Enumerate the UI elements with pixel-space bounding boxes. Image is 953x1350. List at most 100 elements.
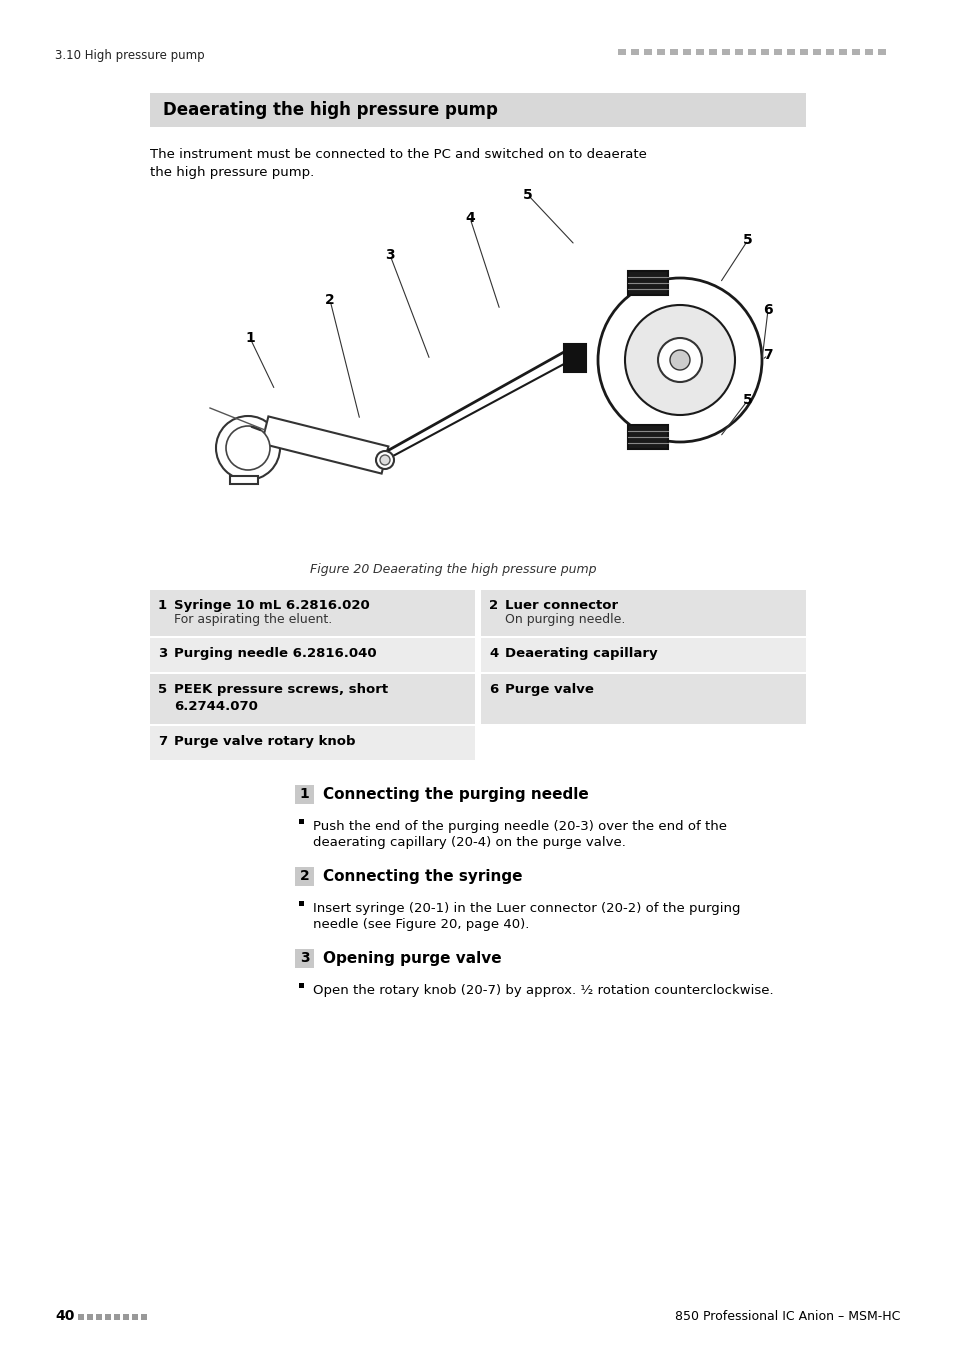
Text: Connecting the syringe: Connecting the syringe xyxy=(323,869,522,884)
Bar xyxy=(294,784,314,805)
Bar xyxy=(87,1314,92,1320)
Bar xyxy=(747,49,755,55)
Bar xyxy=(78,1314,84,1320)
Text: 2: 2 xyxy=(489,599,497,612)
Text: 3: 3 xyxy=(385,248,395,262)
Text: 5: 5 xyxy=(522,188,533,202)
Text: 850 Professional IC Anion – MSM-HC: 850 Professional IC Anion – MSM-HC xyxy=(674,1310,899,1323)
Text: Figure 20: Figure 20 xyxy=(310,563,369,576)
Text: needle (see Figure 20, page 40).: needle (see Figure 20, page 40). xyxy=(313,918,529,932)
Bar xyxy=(150,639,475,672)
Text: 5: 5 xyxy=(158,683,167,697)
Bar xyxy=(696,49,703,55)
Text: 4: 4 xyxy=(465,211,475,225)
Bar xyxy=(838,49,846,55)
Text: Purge valve rotary knob: Purge valve rotary knob xyxy=(173,734,355,748)
Circle shape xyxy=(215,416,280,481)
Text: Deaerating the high pressure pump: Deaerating the high pressure pump xyxy=(356,563,596,576)
Text: 40: 40 xyxy=(55,1310,74,1323)
Text: 3: 3 xyxy=(158,647,167,660)
Bar xyxy=(721,49,729,55)
Bar xyxy=(825,49,833,55)
Circle shape xyxy=(379,455,390,464)
Text: 6: 6 xyxy=(762,302,772,317)
Text: Open the rotary knob (20-7) by approx. ½ rotation counterclockwise.: Open the rotary knob (20-7) by approx. ½… xyxy=(313,984,773,998)
Bar xyxy=(298,983,304,988)
Bar xyxy=(294,867,314,886)
Text: 7: 7 xyxy=(158,734,167,748)
Text: The instrument must be connected to the PC and switched on to deaerate: The instrument must be connected to the … xyxy=(150,148,646,161)
Circle shape xyxy=(375,451,394,468)
Text: Connecting the purging needle: Connecting the purging needle xyxy=(323,787,588,802)
Circle shape xyxy=(598,278,761,441)
Text: 4: 4 xyxy=(489,647,497,660)
Bar xyxy=(627,271,667,296)
Bar xyxy=(105,1314,111,1320)
Text: 5: 5 xyxy=(742,393,752,406)
Bar xyxy=(708,49,717,55)
Bar xyxy=(298,900,304,906)
Bar xyxy=(480,590,805,636)
Bar xyxy=(141,1314,147,1320)
Bar xyxy=(123,1314,129,1320)
Bar xyxy=(618,49,625,55)
Text: 2: 2 xyxy=(325,293,335,306)
Bar xyxy=(630,49,639,55)
Text: Deaerating the high pressure pump: Deaerating the high pressure pump xyxy=(163,101,497,119)
Bar xyxy=(480,674,805,724)
Text: the high pressure pump.: the high pressure pump. xyxy=(150,166,314,180)
Text: 1: 1 xyxy=(158,599,167,612)
Bar xyxy=(563,344,585,373)
Text: PEEK pressure screws, short
6.2744.070: PEEK pressure screws, short 6.2744.070 xyxy=(173,683,388,713)
Bar xyxy=(669,49,678,55)
Text: 6: 6 xyxy=(489,683,497,697)
Text: Purge valve: Purge valve xyxy=(504,683,594,697)
Bar xyxy=(150,726,475,760)
Polygon shape xyxy=(261,416,388,474)
Bar xyxy=(851,49,859,55)
Text: deaerating capillary (20-4) on the purge valve.: deaerating capillary (20-4) on the purge… xyxy=(313,836,625,849)
Bar xyxy=(643,49,651,55)
Bar xyxy=(800,49,807,55)
Bar xyxy=(812,49,821,55)
Circle shape xyxy=(669,350,689,370)
Text: Deaerating capillary: Deaerating capillary xyxy=(504,647,657,660)
Circle shape xyxy=(226,427,270,470)
Text: Opening purge valve: Opening purge valve xyxy=(323,950,501,967)
Bar xyxy=(150,93,805,127)
Bar xyxy=(627,425,667,450)
Text: Purging needle 6.2816.040: Purging needle 6.2816.040 xyxy=(173,647,376,660)
Circle shape xyxy=(658,338,701,382)
Bar xyxy=(877,49,885,55)
Text: Push the end of the purging needle (20-3) over the end of the: Push the end of the purging needle (20-3… xyxy=(313,819,726,833)
Bar xyxy=(132,1314,138,1320)
Bar xyxy=(150,590,475,636)
Bar xyxy=(298,819,304,823)
Bar xyxy=(786,49,794,55)
Bar xyxy=(734,49,742,55)
Bar xyxy=(294,949,314,968)
Bar xyxy=(773,49,781,55)
Bar xyxy=(150,674,475,724)
Bar xyxy=(760,49,768,55)
Text: 3: 3 xyxy=(299,952,309,965)
Text: 3.10 High pressure pump: 3.10 High pressure pump xyxy=(55,49,204,62)
Text: 1: 1 xyxy=(245,331,254,346)
Bar xyxy=(96,1314,102,1320)
Text: Luer connector: Luer connector xyxy=(504,599,618,612)
Bar xyxy=(113,1314,120,1320)
Text: 1: 1 xyxy=(299,787,309,802)
Text: On purging needle.: On purging needle. xyxy=(504,613,625,626)
Text: 7: 7 xyxy=(762,348,772,362)
Text: 2: 2 xyxy=(299,869,309,883)
Text: 5: 5 xyxy=(742,234,752,247)
Text: Syringe 10 mL 6.2816.020: Syringe 10 mL 6.2816.020 xyxy=(173,599,370,612)
Bar xyxy=(682,49,690,55)
Bar xyxy=(657,49,664,55)
Circle shape xyxy=(624,305,734,414)
Bar xyxy=(864,49,872,55)
Text: Insert syringe (20-1) in the Luer connector (20-2) of the purging: Insert syringe (20-1) in the Luer connec… xyxy=(313,902,740,915)
Text: For aspirating the eluent.: For aspirating the eluent. xyxy=(173,613,332,626)
Polygon shape xyxy=(230,477,257,485)
Bar xyxy=(480,639,805,672)
